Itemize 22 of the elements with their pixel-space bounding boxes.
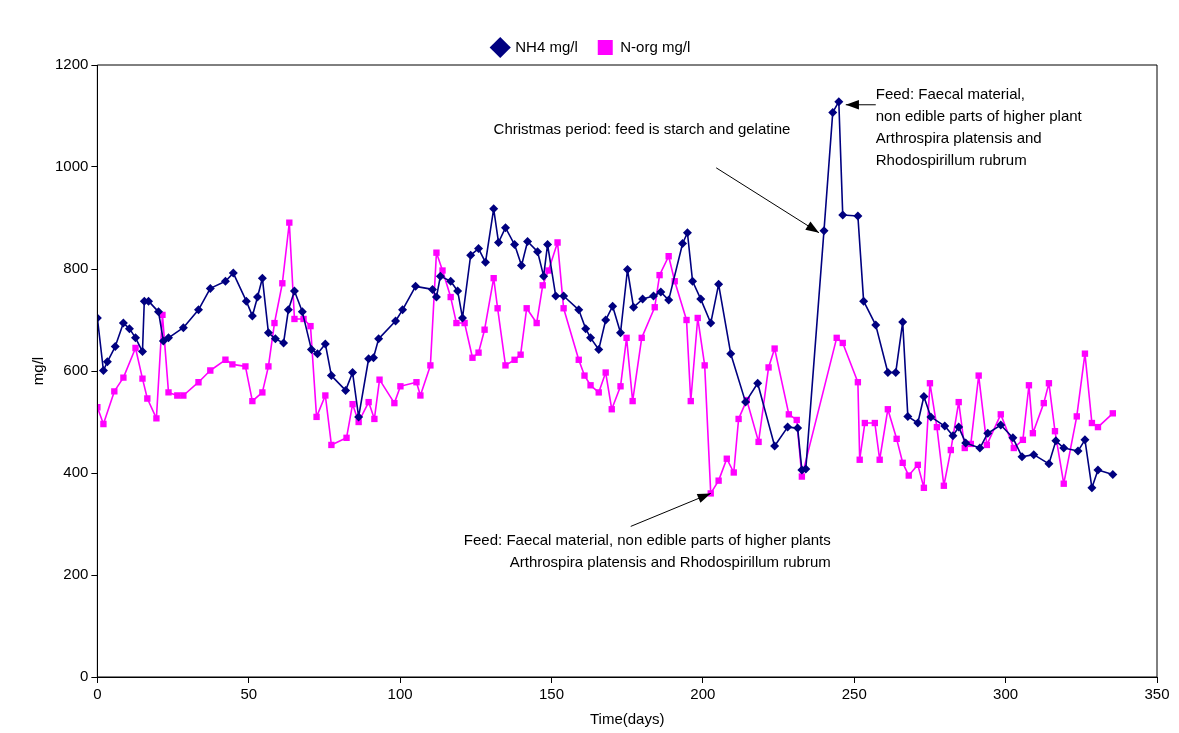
y-tick-label: 1200 — [54, 55, 89, 73]
y-axis-title: mg/l — [29, 356, 47, 386]
x-tick-label: 200 — [690, 685, 716, 703]
y-tick-label: 600 — [63, 361, 89, 379]
legend-label: N-org mg/l — [620, 37, 691, 55]
x-tick-label: 50 — [240, 685, 258, 703]
x-axis-title: Time(days) — [589, 710, 665, 728]
y-tick-label: 800 — [63, 259, 89, 277]
y-tick-label: 1000 — [54, 157, 89, 175]
y-tick-label: 400 — [63, 463, 89, 481]
x-tick-label: 150 — [538, 685, 565, 703]
legend-label: NH4 mg/l — [515, 37, 578, 55]
annotation: Christmas period: feed is starch and gelatine — [493, 120, 791, 138]
annotation: Feed: Faecal material, non edible parts of higher plant Arthrospira platensis and Rhodospirillum rubrum — [875, 84, 1083, 168]
y-tick-label: 200 — [63, 565, 89, 583]
y-tick-label: 0 — [80, 667, 89, 685]
annotation: Feed: Faecal material, non edible parts of higher plants Arthrospira platensis and Rhodospirillum rubrum — [463, 530, 831, 570]
x-tick-label: 300 — [993, 685, 1019, 703]
x-tick-label: 0 — [93, 685, 102, 703]
x-tick-label: 250 — [841, 685, 867, 703]
x-tick-label: 100 — [387, 685, 413, 703]
x-tick-label: 350 — [1144, 685, 1170, 703]
